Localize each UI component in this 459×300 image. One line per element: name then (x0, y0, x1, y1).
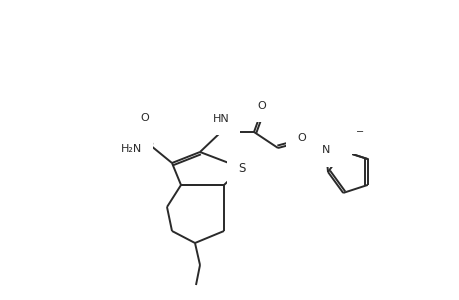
Text: H₂N: H₂N (120, 144, 142, 154)
Text: O: O (257, 101, 266, 111)
Text: O: O (297, 133, 305, 143)
Text: S: S (238, 161, 245, 175)
Text: O: O (347, 133, 356, 143)
Text: O: O (332, 146, 341, 156)
Text: −: − (355, 127, 363, 137)
Text: O: O (140, 113, 149, 123)
Text: HN: HN (212, 114, 229, 124)
Text: N: N (321, 145, 330, 155)
